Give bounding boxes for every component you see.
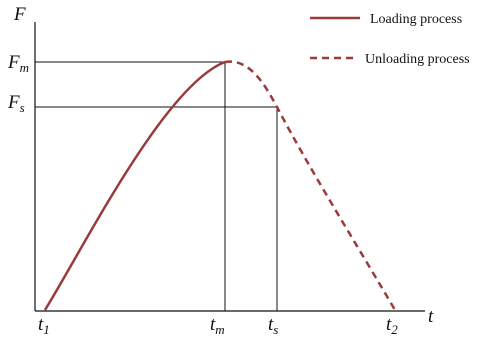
tm-base: t [210,314,216,335]
t1-sub: 1 [43,322,50,337]
t1-label: t1 [38,314,50,337]
fm-sub: m [20,60,29,75]
tm-label: tm [210,314,225,337]
x-axis-label: t [428,306,434,327]
ts-sub: s [273,322,278,337]
t2-label: t2 [386,314,398,337]
t2-base: t [386,314,392,335]
t2-sub: 2 [391,322,398,337]
fm-label: Fm [7,52,29,75]
tm-sub: m [215,322,224,337]
ts-label: ts [268,314,278,337]
legend-loading: Loading process [370,12,462,27]
y-axis-label: F [13,4,26,25]
ts-base: t [268,314,274,335]
unloading-curve [224,60,397,311]
fs-label: Fs [7,92,25,115]
t1-base: t [38,314,44,335]
fs-base: F [7,92,20,113]
fm-base: F [7,52,20,73]
fs-sub: s [20,100,25,115]
loading-curve [43,60,226,311]
legend-unloading: Unloading process [365,52,470,67]
